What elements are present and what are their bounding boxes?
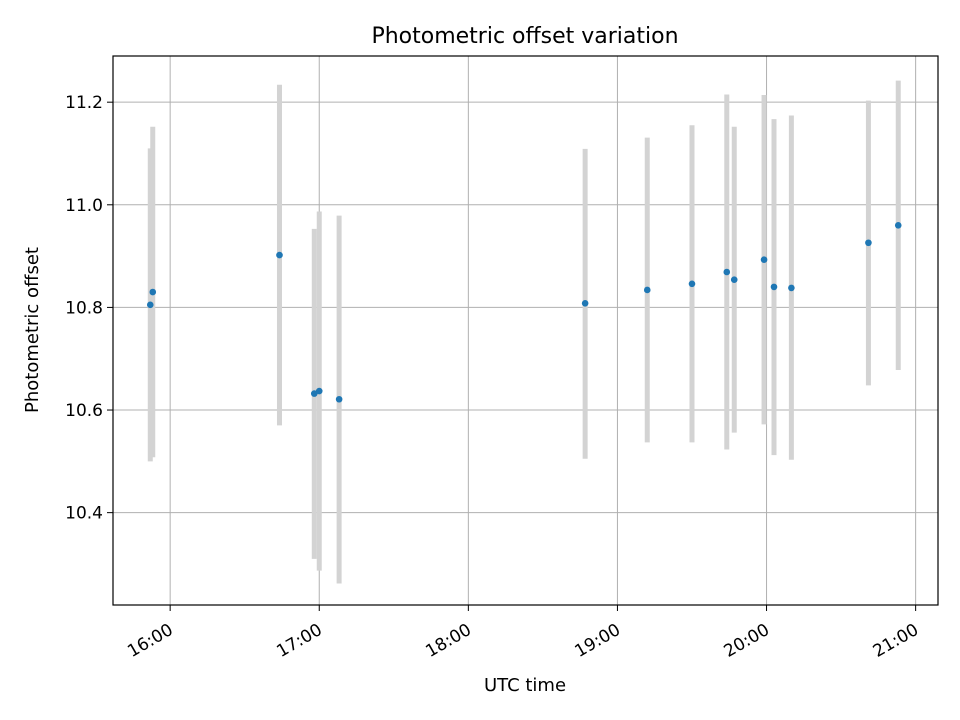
plot-frame <box>112 55 939 606</box>
data-point <box>865 239 872 247</box>
y-tick-label: 11.0 <box>65 196 103 216</box>
data-point <box>788 284 795 292</box>
data-point <box>276 251 283 259</box>
data-point <box>149 288 157 296</box>
data-point <box>643 286 651 294</box>
data-point <box>894 222 902 229</box>
y-tick-label: 10.6 <box>65 401 103 421</box>
y-axis-label: Photometric offset <box>22 247 43 413</box>
data-point <box>310 390 318 397</box>
data-point <box>760 256 768 263</box>
x-axis-label: UTC time <box>484 675 566 696</box>
chart-title: Photometric offset variation <box>371 24 678 49</box>
data-points <box>146 222 902 403</box>
data-point <box>688 280 696 288</box>
data-point <box>770 283 778 291</box>
y-tick-label: 10.8 <box>65 298 103 318</box>
y-tick-label: 11.2 <box>65 93 103 113</box>
y-axis: 10.4 10.6 10.8 11.0 11.2 <box>65 93 113 524</box>
y-tick-label: 10.4 <box>65 504 103 524</box>
data-point <box>146 301 154 309</box>
data-point <box>723 268 731 276</box>
data-point <box>581 300 589 307</box>
plot-area <box>112 55 939 606</box>
plot-background <box>113 56 938 605</box>
data-point <box>335 395 343 403</box>
data-point <box>315 387 323 395</box>
data-point <box>730 276 738 284</box>
